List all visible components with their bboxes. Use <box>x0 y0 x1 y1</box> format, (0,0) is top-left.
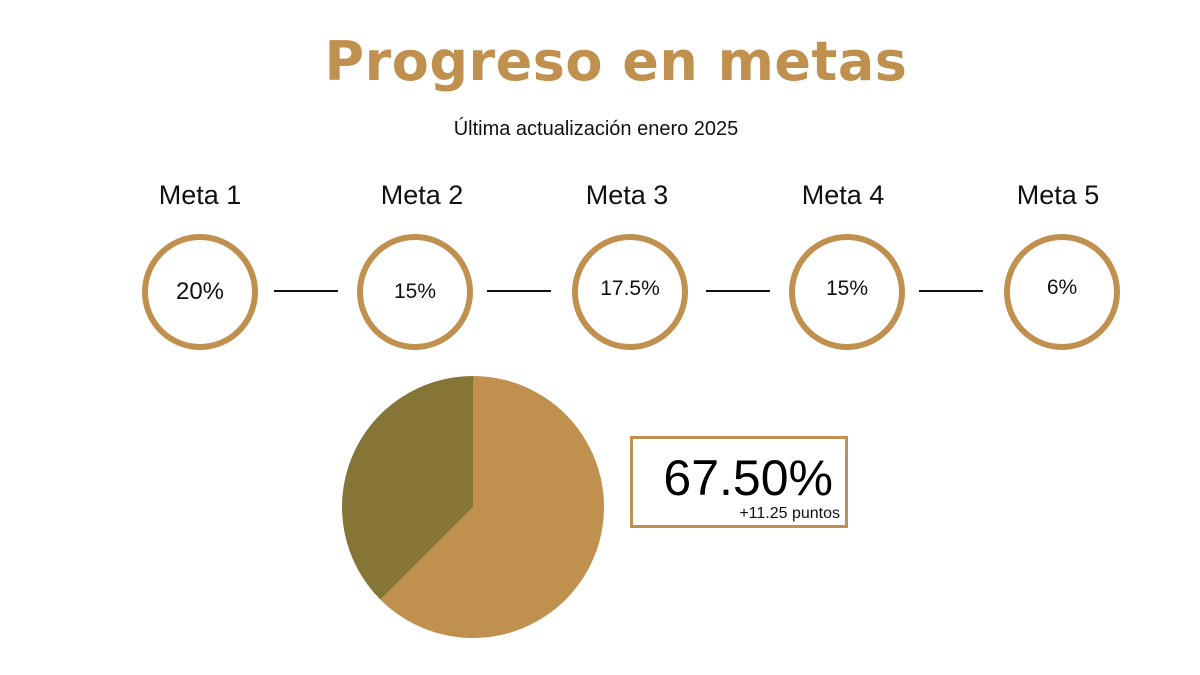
goal-1-value: 20% <box>175 278 225 305</box>
goal-5-value: 6% <box>1046 276 1078 299</box>
pie-slice-2 <box>342 376 473 600</box>
kpi-value: 67.50% <box>663 450 833 506</box>
pie-slice-1 <box>380 376 604 638</box>
connector-line-2 <box>487 290 551 292</box>
goal-2-value: 15% <box>393 280 437 303</box>
goal-3-progress-ring: 17.5% <box>572 234 688 350</box>
connector-line-4 <box>919 290 983 292</box>
goal-4-progress-ring: 15% <box>789 234 905 350</box>
goal-2-progress-ring: 15% <box>357 234 473 350</box>
kpi-delta: +11.25 puntos <box>739 505 840 522</box>
connector-line-3 <box>706 290 770 292</box>
goal-1-label: Meta 1 <box>158 180 242 210</box>
goal-1-progress-ring: 20% <box>142 234 258 350</box>
goal-3-value: 17.5% <box>600 277 660 300</box>
kpi-box: 67.50% +11.25 puntos <box>630 436 848 528</box>
goal-2-label: Meta 2 <box>380 180 464 210</box>
progress-pie-chart <box>342 376 604 638</box>
goal-4-value: 15% <box>825 277 869 300</box>
connector-line-1 <box>274 290 338 292</box>
goal-3-label: Meta 3 <box>585 180 669 210</box>
last-updated-subtitle: Última actualización enero 2025 <box>453 118 739 140</box>
goal-5-label: Meta 5 <box>1016 180 1100 210</box>
goal-4-label: Meta 4 <box>801 180 885 210</box>
page-title: Progreso en metas <box>324 30 908 93</box>
goal-5-progress-ring: 6% <box>1004 234 1120 350</box>
